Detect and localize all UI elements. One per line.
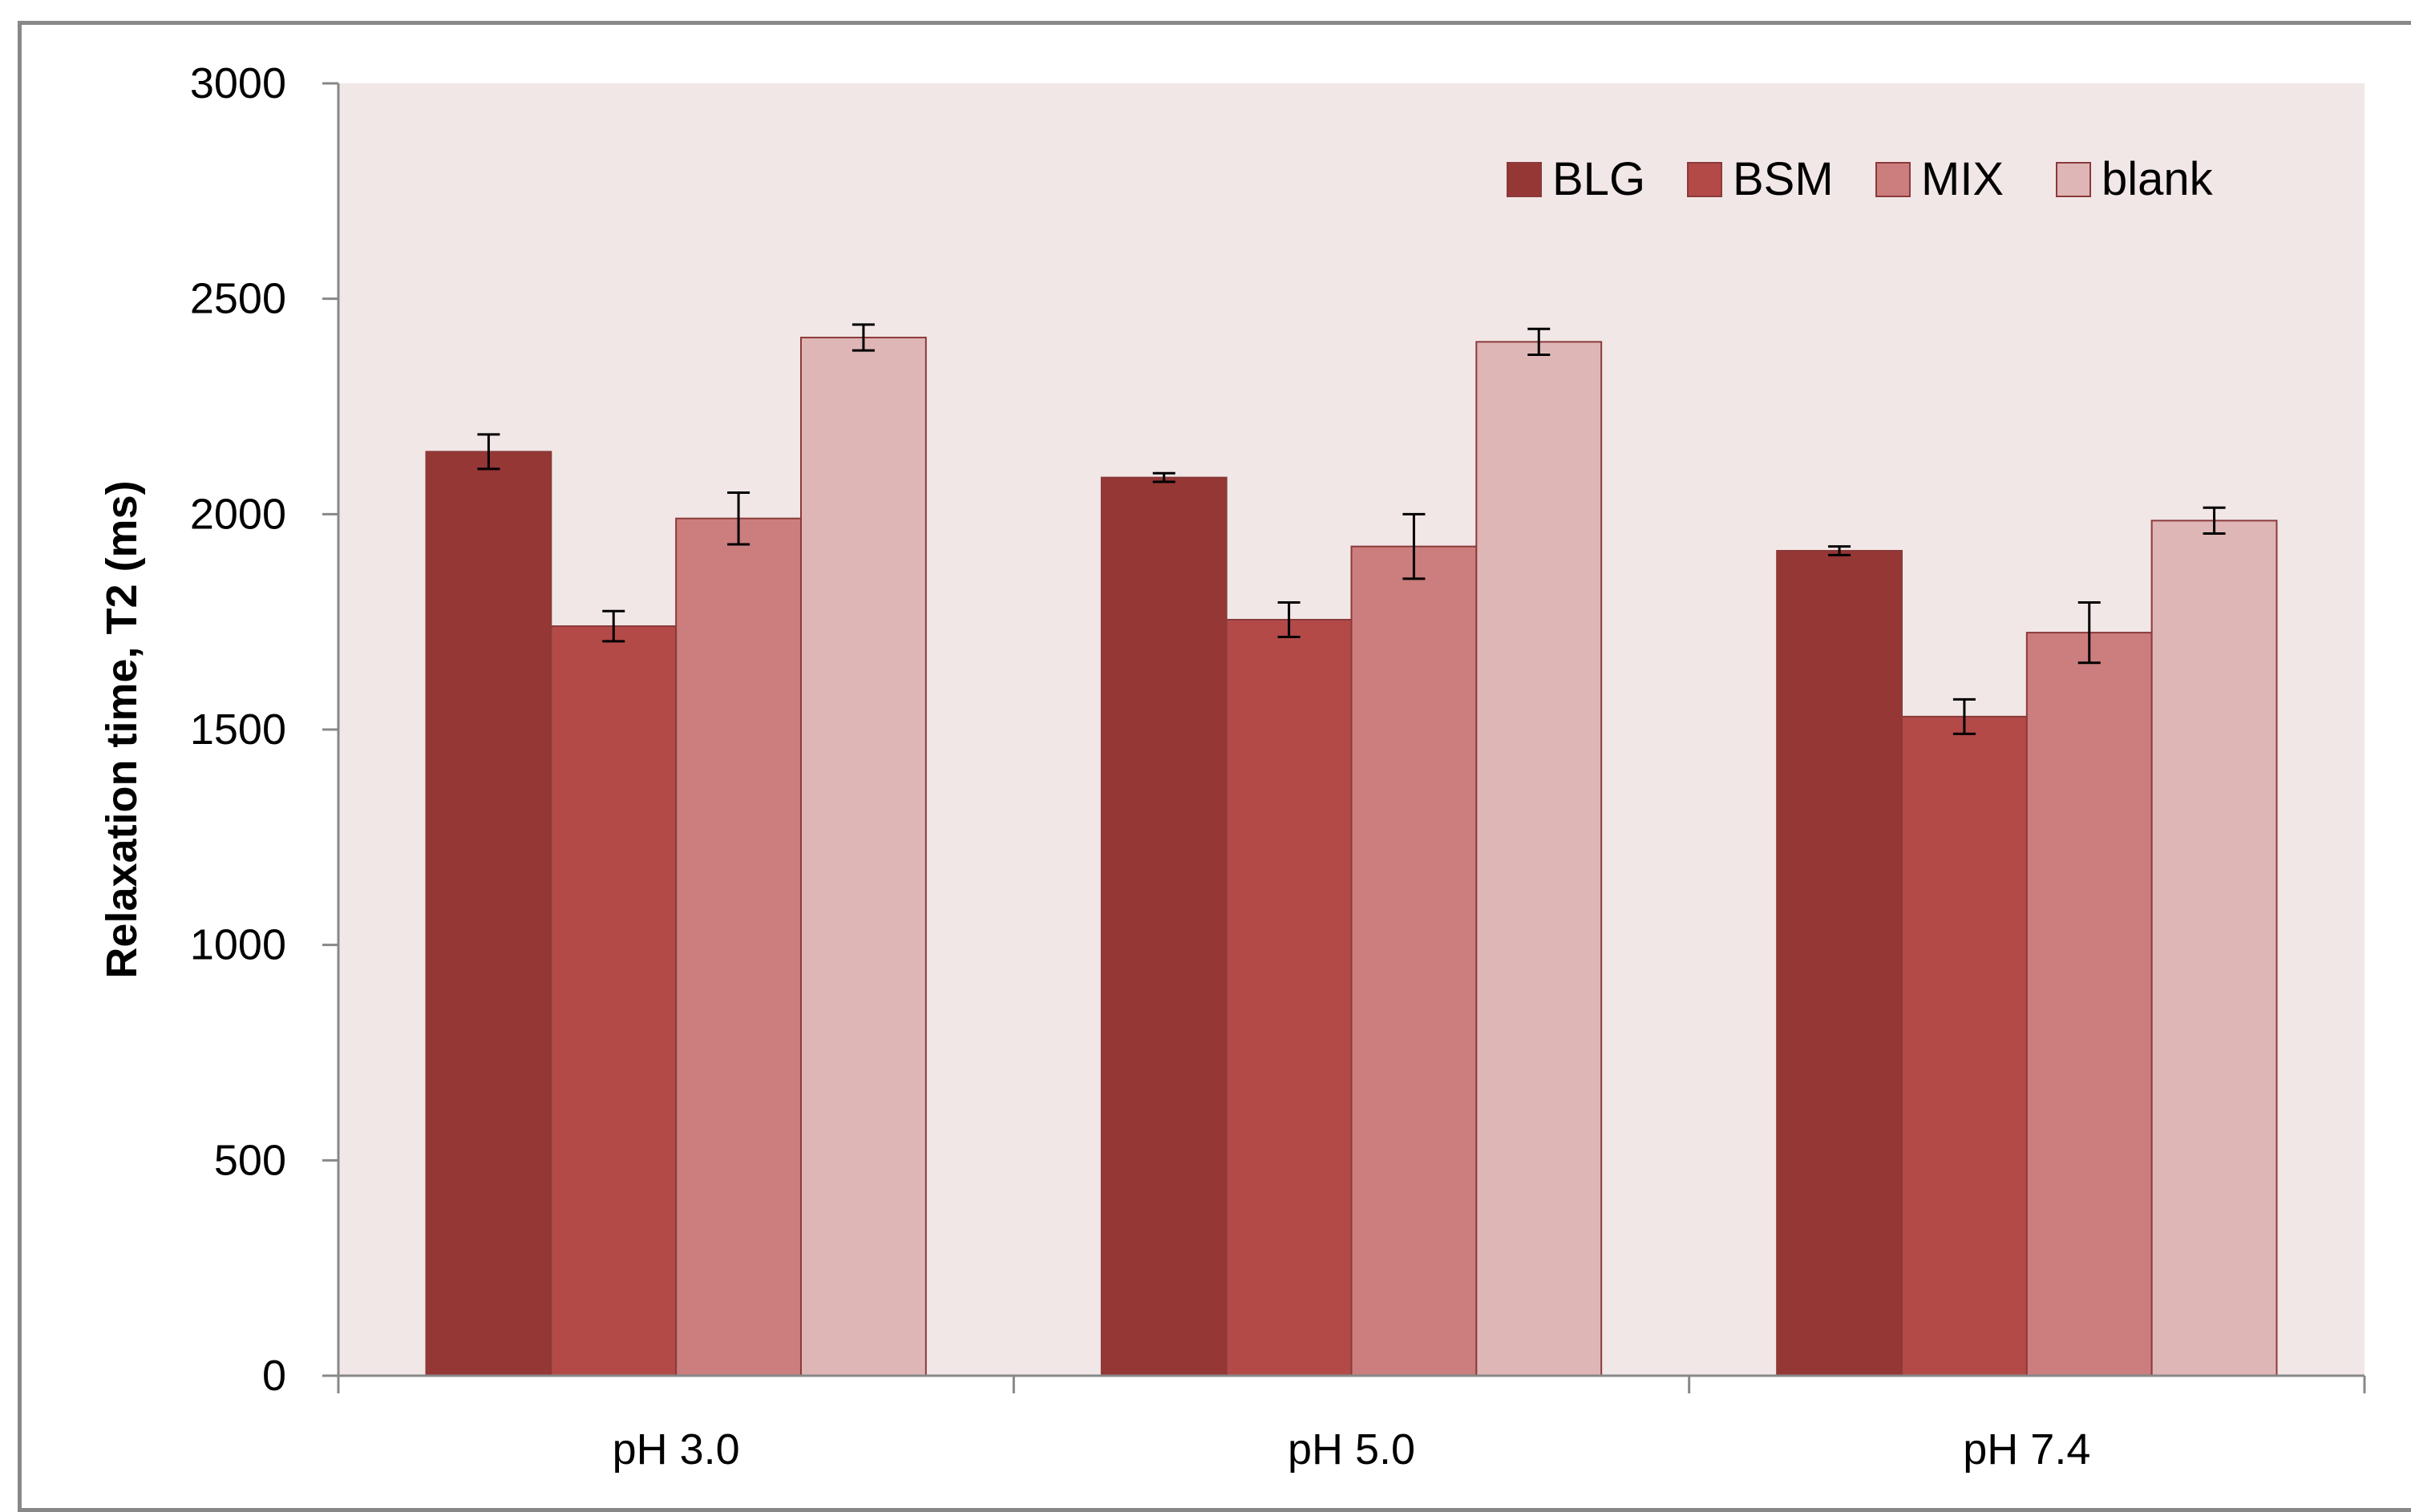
bar-mix [675,517,802,1377]
legend-swatch-mix [1875,162,1911,197]
y-tick-label: 0 [262,1352,286,1400]
y-axis-title: Relaxation time, T2 (ms) [98,480,146,978]
y-tick-label: 1000 [190,921,286,969]
bar-blank [2150,519,2278,1377]
legend-swatch-blg [1507,162,1542,197]
legend-label-blg: BLG [1552,153,1645,205]
bar-blg [425,451,552,1377]
y-tick-label: 500 [214,1136,286,1184]
bar-bsm [550,625,678,1377]
bar-mix [2025,632,2153,1377]
bars-layer [425,337,2278,1377]
x-tick-label: pH 3.0 [613,1425,740,1474]
bar-blg [1100,476,1228,1377]
bar-blg [1776,550,1903,1377]
legend-label-blank: blank [2102,153,2214,205]
y-tick-label: 1500 [190,705,286,754]
legend-label-mix: MIX [1921,153,2004,205]
bar-blank [1475,341,1603,1377]
bar-bsm [1225,618,1353,1377]
x-tick-label: pH 7.4 [1963,1425,2090,1474]
error-bars-layer [477,323,2226,735]
legend-swatch-blank [2056,162,2091,197]
legend-swatch-bsm [1687,162,1722,197]
x-tick-label: pH 5.0 [1288,1425,1415,1474]
y-tick-label: 3000 [190,59,286,107]
legend: BLG BSM MIX blank [1507,153,2214,205]
bar-blank [799,337,927,1377]
bar-mix [1350,545,1478,1377]
y-tick-label: 2000 [190,490,286,538]
y-tick-label: 2500 [190,275,286,323]
legend-label-bsm: BSM [1733,153,1834,205]
axes-layer: 0 500 1000 1500 2000 2500 3000 pH 3.0 pH 5.0 pH 7… [190,59,2366,1474]
bar-bsm [1901,715,2028,1377]
